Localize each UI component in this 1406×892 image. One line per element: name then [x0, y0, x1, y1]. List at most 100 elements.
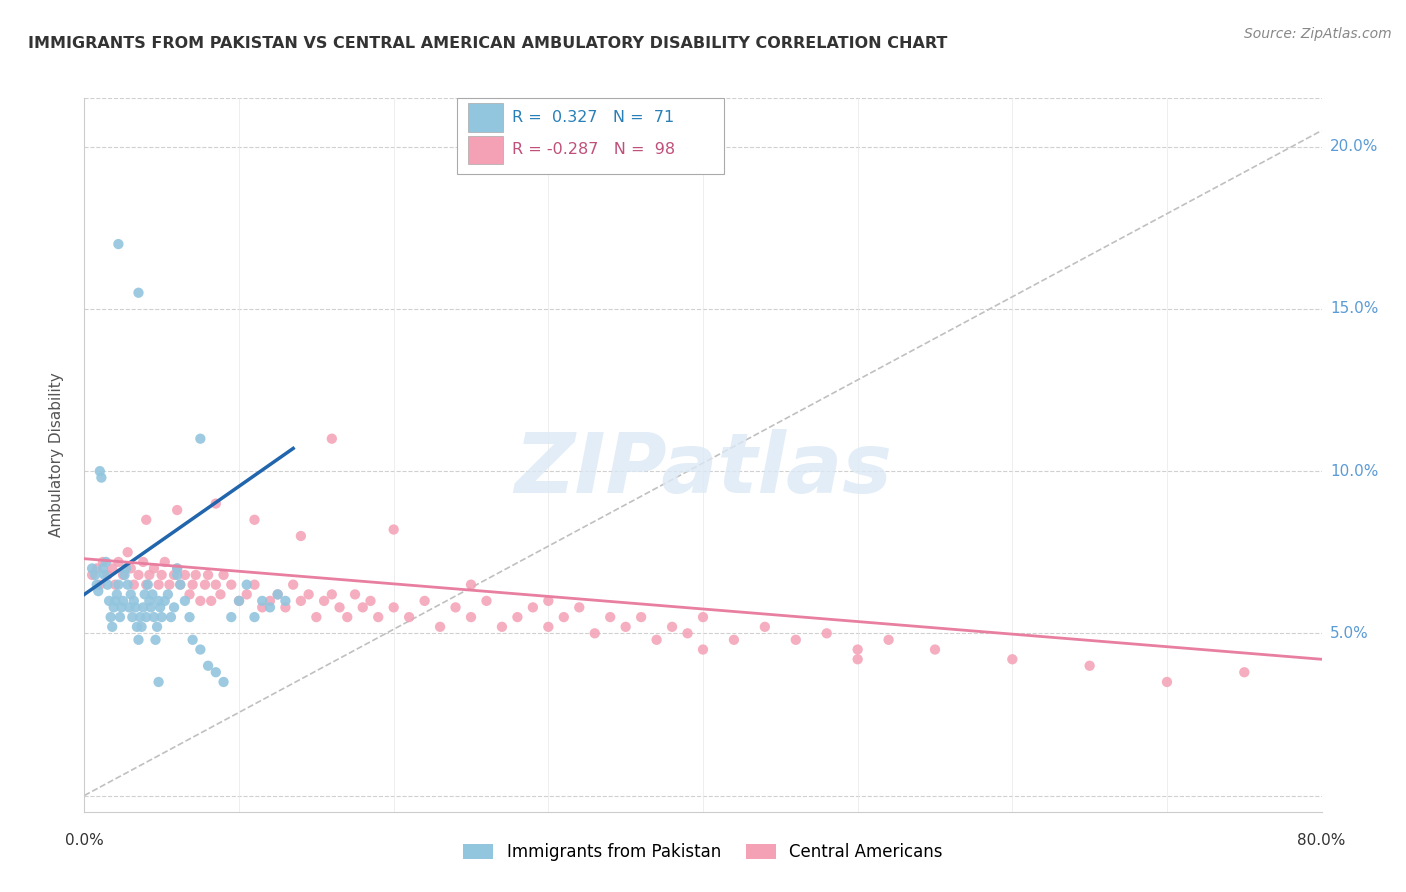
- Point: [115, 561, 138, 575]
- Point: [101, 620, 124, 634]
- Point: [382, 600, 405, 615]
- Text: 10.0%: 10.0%: [1330, 464, 1378, 479]
- Point: [491, 620, 513, 634]
- Point: [188, 594, 211, 608]
- Point: [267, 587, 290, 601]
- Point: [91, 561, 114, 575]
- Text: R = -0.287   N =  98: R = -0.287 N = 98: [512, 143, 675, 157]
- Point: [583, 626, 606, 640]
- Text: IMMIGRANTS FROM PAKISTAN VS CENTRAL AMERICAN AMBULATORY DISABILITY CORRELATION C: IMMIGRANTS FROM PAKISTAN VS CENTRAL AMER…: [28, 36, 948, 51]
- Point: [188, 642, 211, 657]
- Point: [228, 594, 250, 608]
- Point: [138, 594, 160, 608]
- Point: [754, 620, 776, 634]
- Point: [924, 642, 946, 657]
- Point: [661, 620, 683, 634]
- Point: [243, 513, 266, 527]
- Point: [382, 523, 405, 537]
- Point: [360, 594, 382, 608]
- Point: [312, 594, 335, 608]
- Point: [179, 587, 201, 601]
- Point: [132, 600, 155, 615]
- Point: [120, 561, 142, 575]
- Point: [274, 594, 297, 608]
- Point: [205, 577, 228, 591]
- Point: [169, 577, 191, 591]
- Point: [398, 610, 420, 624]
- Point: [103, 600, 125, 615]
- Point: [188, 432, 211, 446]
- Point: [259, 600, 281, 615]
- Point: [122, 577, 145, 591]
- Point: [692, 642, 714, 657]
- Text: 0.0%: 0.0%: [65, 832, 104, 847]
- Point: [219, 577, 242, 591]
- Point: [181, 577, 204, 591]
- Point: [328, 600, 352, 615]
- Point: [815, 626, 838, 640]
- Point: [321, 432, 343, 446]
- Point: [153, 594, 176, 608]
- Point: [522, 600, 544, 615]
- Point: [108, 610, 131, 624]
- Point: [599, 610, 621, 624]
- Point: [212, 568, 235, 582]
- Point: [614, 620, 637, 634]
- Point: [235, 577, 259, 591]
- Point: [877, 632, 900, 647]
- Point: [118, 600, 141, 615]
- Point: [148, 577, 170, 591]
- Point: [166, 568, 188, 582]
- Point: [645, 632, 668, 647]
- Point: [413, 594, 436, 608]
- Point: [135, 513, 157, 527]
- Point: [141, 587, 163, 601]
- Point: [243, 577, 266, 591]
- Point: [785, 632, 807, 647]
- Point: [146, 620, 169, 634]
- Y-axis label: Ambulatory Disability: Ambulatory Disability: [49, 373, 63, 537]
- Point: [166, 503, 188, 517]
- Point: [132, 555, 155, 569]
- Point: [537, 620, 560, 634]
- Point: [290, 594, 312, 608]
- Point: [506, 610, 529, 624]
- Point: [250, 600, 273, 615]
- Point: [723, 632, 745, 647]
- Point: [212, 675, 235, 690]
- Point: [104, 594, 127, 608]
- Point: [120, 587, 142, 601]
- Point: [460, 610, 482, 624]
- Point: [107, 577, 129, 591]
- Point: [444, 600, 467, 615]
- Point: [290, 529, 312, 543]
- Point: [143, 610, 166, 624]
- Point: [127, 632, 149, 647]
- Point: [82, 568, 104, 582]
- Point: [259, 594, 281, 608]
- Text: 20.0%: 20.0%: [1330, 139, 1378, 154]
- Point: [94, 555, 117, 569]
- Point: [1233, 665, 1256, 680]
- Point: [124, 600, 146, 615]
- Point: [105, 587, 128, 601]
- Point: [138, 568, 160, 582]
- Point: [630, 610, 652, 624]
- Point: [134, 587, 156, 601]
- Point: [86, 577, 108, 591]
- Point: [159, 577, 180, 591]
- Text: Source: ZipAtlas.com: Source: ZipAtlas.com: [1244, 27, 1392, 41]
- Point: [100, 610, 122, 624]
- Point: [150, 610, 173, 624]
- Point: [281, 577, 305, 591]
- Point: [90, 470, 112, 484]
- Point: [110, 600, 132, 615]
- Point: [343, 587, 366, 601]
- Point: [1156, 675, 1178, 690]
- Point: [1001, 652, 1024, 666]
- Point: [475, 594, 498, 608]
- Point: [114, 568, 136, 582]
- Point: [163, 568, 186, 582]
- Point: [200, 594, 222, 608]
- Text: R =  0.327   N =  71: R = 0.327 N = 71: [512, 111, 673, 125]
